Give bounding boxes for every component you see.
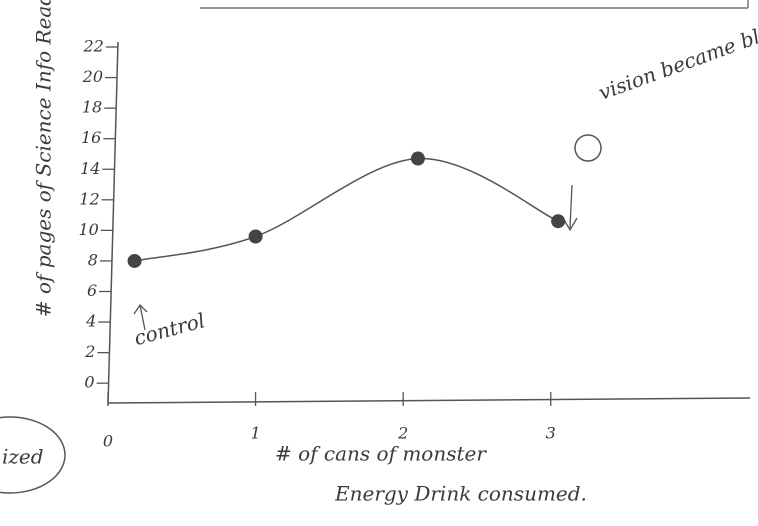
y-tick-label: 20 bbox=[82, 67, 103, 86]
y-tick-label: 18 bbox=[82, 98, 102, 117]
y-axis-label: # of pages of Science Info Read bbox=[32, 0, 56, 317]
y-tick-label: 6 bbox=[87, 281, 97, 300]
x-axis bbox=[107, 397, 751, 404]
x-tick-label: 0 bbox=[103, 432, 113, 451]
annotation: vision became blurred. bbox=[595, 3, 758, 105]
y-tick-label: 16 bbox=[81, 128, 101, 147]
x-axis-label: # of cans of monster bbox=[275, 442, 487, 466]
icon bbox=[574, 134, 602, 162]
line bbox=[134, 157, 559, 262]
x-tick-label: 3 bbox=[546, 424, 556, 443]
y-tick-label: 12 bbox=[79, 189, 99, 208]
y-tick-label: 0 bbox=[84, 373, 94, 392]
point bbox=[410, 151, 425, 166]
circle-note bbox=[0, 416, 66, 494]
point bbox=[127, 253, 142, 268]
point bbox=[551, 214, 566, 229]
arrow bbox=[562, 184, 578, 232]
arrow bbox=[133, 303, 148, 331]
x-tick-label: 2 bbox=[397, 424, 408, 443]
y-tick-label: 14 bbox=[80, 159, 100, 178]
y-tick-label: 2 bbox=[84, 342, 95, 361]
y-tick-label: 22 bbox=[83, 37, 104, 56]
point bbox=[248, 229, 263, 244]
y-tick-label: 8 bbox=[88, 250, 98, 269]
y-tick-label: 10 bbox=[78, 220, 98, 239]
y-tick-label: 4 bbox=[85, 312, 96, 331]
annotation: ized bbox=[2, 445, 44, 469]
x-tick-label: 1 bbox=[250, 424, 260, 443]
y-axis bbox=[107, 41, 119, 406]
annotation: control bbox=[132, 308, 208, 350]
x-axis-label: Energy Drink consumed. bbox=[334, 482, 587, 506]
